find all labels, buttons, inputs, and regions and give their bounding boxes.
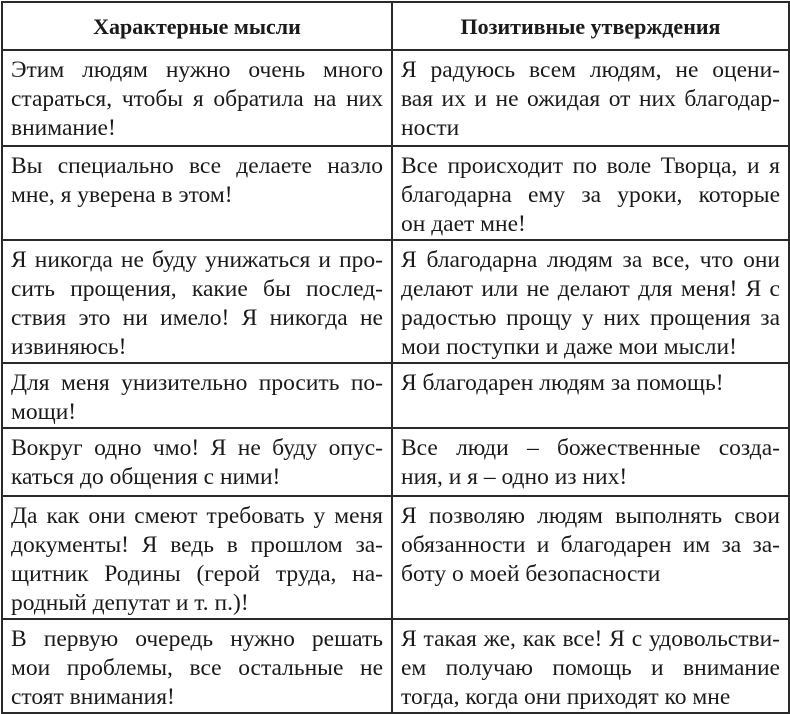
- text-line: он дает мне!: [401, 211, 526, 237]
- thought-cell: В первую очередь нужно решать мои проблем…: [1, 618, 393, 714]
- text-line: Все происходит по воле Творца, и я: [401, 153, 780, 179]
- header-positive-affirmations: Позитивные утверждения: [391, 1, 790, 51]
- table-row: Для меня унизительно просить по-мощи! Я б…: [1, 362, 790, 429]
- table-row: Я никогда не буду унижаться и про-сить п…: [1, 239, 790, 364]
- text-line: делают или не делают для меня! Я с: [401, 276, 780, 302]
- text-line: каться до общения с ними!: [11, 464, 281, 490]
- text-line: обязанности и благодарен им за за-: [401, 532, 780, 558]
- text-line: Да как они смеют требовать у меня: [11, 503, 383, 529]
- affirmation-cell: Я благодарна людям за все, что они делают…: [391, 239, 790, 364]
- table-row: Вокруг одно чмо! Я не буду опус-каться д…: [1, 427, 790, 497]
- text-line: Для меня унизительно просить по-: [11, 370, 383, 396]
- header-row: Характерные мысли Позитивные утверждения: [1, 1, 790, 51]
- text-line: тогда, когда они приходят ко мне: [401, 684, 731, 710]
- text-line: сить прощения, какие бы послед-: [11, 276, 383, 302]
- text-line: ем получаю помощь и внимание: [401, 655, 780, 681]
- text-line: вая их и не ожидая от них благодар-: [401, 86, 780, 112]
- text-line: боту о моей безопасности: [401, 561, 661, 587]
- text-line: радостью прощу у них прощения за: [401, 305, 780, 331]
- text-line: стараться, чтобы я обратила на них: [11, 86, 383, 112]
- thought-cell: Да как они смеют требовать у меня докумен…: [1, 495, 393, 620]
- table-body: Этим людям нужно очень много стараться, ч…: [1, 49, 790, 714]
- affirmation-cell: Я благодарен людям за помощь!: [391, 362, 790, 429]
- text-line: Я благодарна людям за все, что они: [401, 247, 780, 273]
- text-line: мои поступки и даже мои мысли!: [401, 334, 737, 360]
- text-line: родный депутат и т. п.)!: [11, 590, 249, 616]
- header-characteristic-thoughts: Характерные мысли: [1, 1, 393, 51]
- table-row: Да как они смеют требовать у меня докумен…: [1, 495, 790, 620]
- text-line: Вокруг одно чмо! Я не буду опус-: [11, 435, 383, 461]
- text-line: документы! Я ведь в прошлом за-: [11, 532, 383, 558]
- text-line: благодарна ему за уроки, которые: [401, 182, 780, 208]
- text-line: мои проблемы, все остальные не: [11, 655, 383, 681]
- thought-cell: Вы специально все делаете назло мне, я ув…: [1, 145, 393, 241]
- affirmation-cell: Все происходит по воле Творца, и я благод…: [391, 145, 790, 241]
- text-line: ности: [401, 115, 460, 141]
- table-row: Вы специально все делаете назло мне, я ув…: [1, 145, 790, 241]
- table-row: В первую очередь нужно решать мои проблем…: [1, 618, 790, 714]
- affirmation-cell: Я такая же, как все! Я с удовольстви-ем …: [391, 618, 790, 714]
- text-line: мне, я уверена в этом!: [11, 182, 233, 208]
- text-line: В первую очередь нужно решать: [11, 626, 383, 652]
- text-line: щитник Родины (герой труда, на-: [11, 561, 383, 587]
- thought-cell: Вокруг одно чмо! Я не буду опус-каться д…: [1, 427, 393, 497]
- thought-cell: Этим людям нужно очень много стараться, ч…: [1, 49, 393, 147]
- text-line: мощи!: [11, 399, 77, 425]
- thought-cell: Я никогда не буду унижаться и про-сить п…: [1, 239, 393, 364]
- text-line: Я радуюсь всем людям, не оцени-: [401, 57, 780, 83]
- text-line: Я никогда не буду унижаться и про-: [11, 247, 383, 273]
- text-line: Все люди – божественные созда-: [401, 435, 780, 461]
- text-line: Я благодарен людям за помощь!: [401, 370, 724, 396]
- text-line: ствия это ни имело! Я никогда не: [11, 305, 383, 331]
- affirmation-cell: Я радуюсь всем людям, не оцени-вая их и …: [391, 49, 790, 147]
- text-line: Этим людям нужно очень много: [11, 57, 383, 83]
- table-row: Этим людям нужно очень много стараться, ч…: [1, 49, 790, 147]
- affirmation-cell: Я позволяю людям выполнять свои обязаннос…: [391, 495, 790, 620]
- affirmation-cell: Все люди – божественные созда-ния, и я –…: [391, 427, 790, 497]
- text-line: ния, и я – одно из них!: [401, 464, 628, 490]
- text-line: стоят внимания!: [11, 684, 175, 710]
- thought-cell: Для меня унизительно просить по-мощи!: [1, 362, 393, 429]
- text-line: извиняюсь!: [11, 334, 127, 360]
- text-line: Вы специально все делаете назло: [11, 153, 383, 179]
- text-line: Я такая же, как все! Я с удовольстви-: [401, 626, 780, 652]
- text-line: Я позволяю людям выполнять свои: [401, 503, 780, 529]
- text-line: внимание!: [11, 115, 116, 141]
